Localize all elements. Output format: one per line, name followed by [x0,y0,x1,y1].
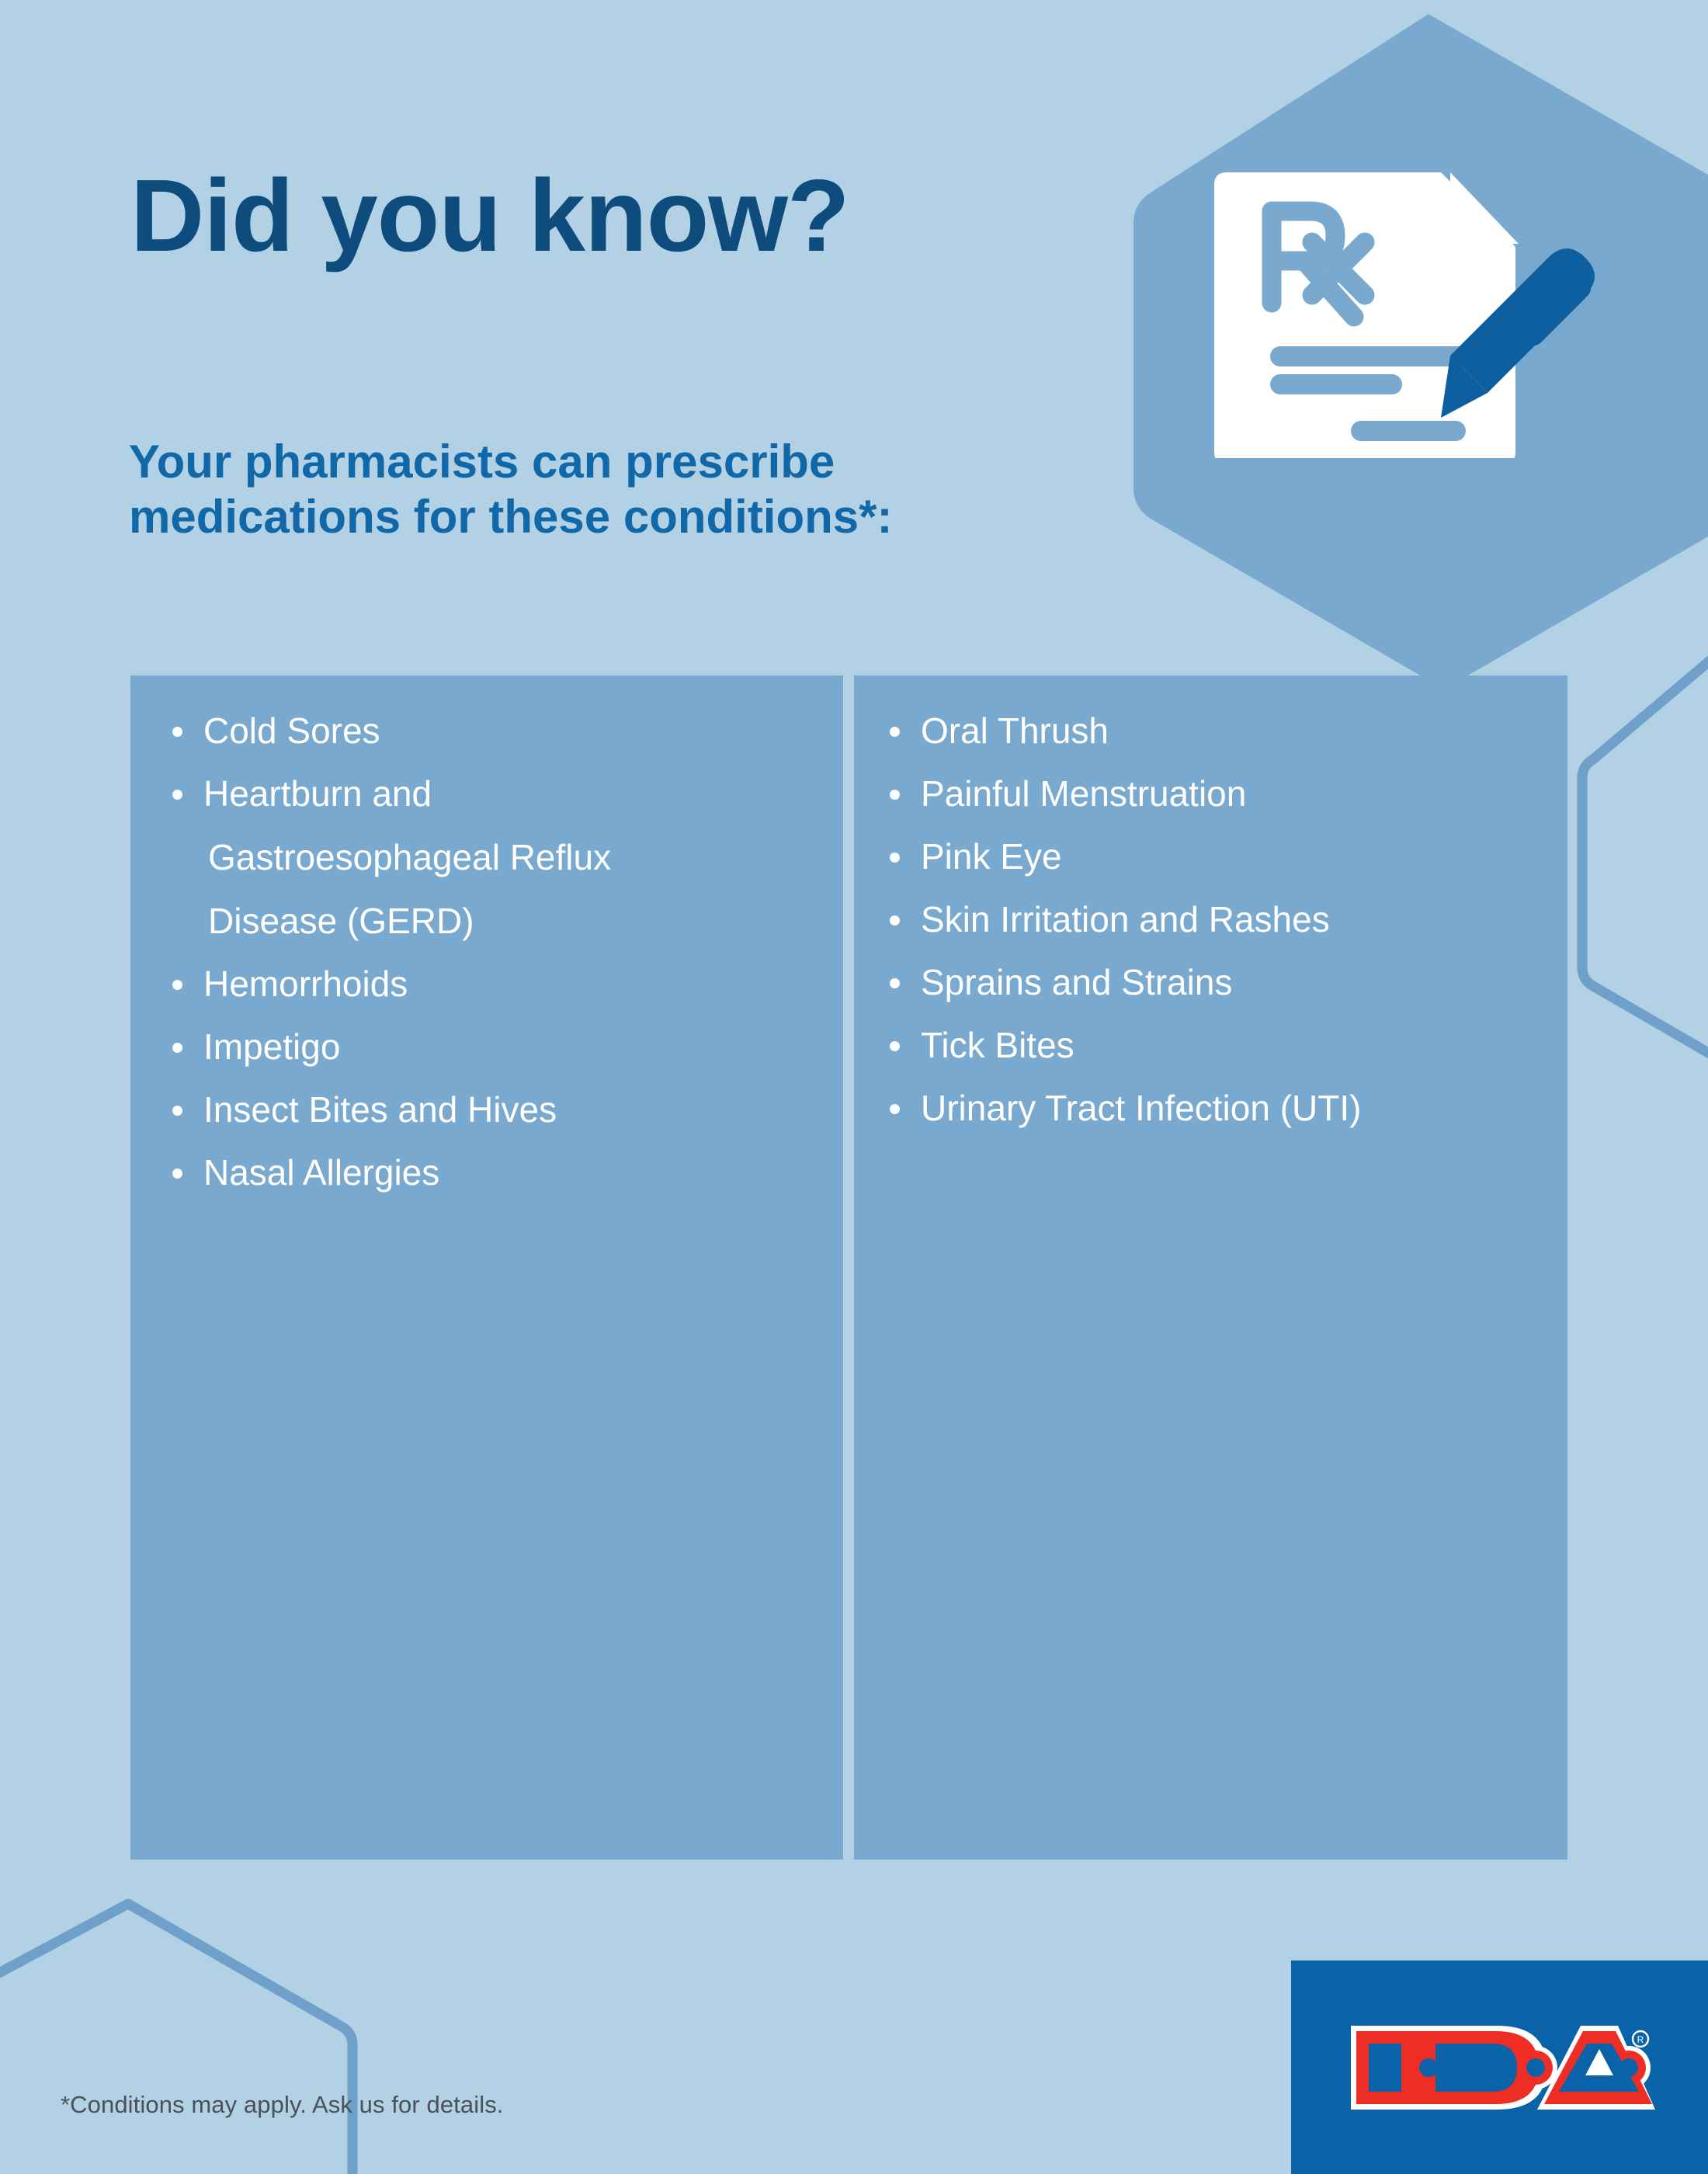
list-item: Nasal Allergies [168,1155,820,1190]
bullet-icon [890,727,900,737]
list-item: Oral Thrush [885,713,1544,748]
prescription-icon-group [1174,70,1609,464]
conditions-panel-left: Cold Sores Heartburn and Gastroesophagea… [130,675,843,1860]
bullet-icon [890,978,900,988]
svg-text:R: R [1637,2034,1644,2045]
bullet-icon [172,727,182,737]
condition-label: Pink Eye [921,836,1062,877]
page-title: Did you know? [130,158,850,273]
list-item: Insect Bites and Hives [168,1092,820,1127]
conditions-panels: Cold Sores Heartburn and Gastroesophagea… [130,675,1567,1860]
bullet-icon [890,853,900,863]
condition-label: Heartburn and [203,773,432,814]
ida-logo-block: R [1291,1960,1708,2174]
conditions-panel-right: Oral Thrush Painful Menstruation Pink Ey… [854,675,1567,1860]
bullet-icon [172,1043,182,1053]
ida-logo: R [1350,2025,1655,2110]
list-item: Urinary Tract Infection (UTI) [885,1090,1544,1126]
hexagon-outline-right-edge [1577,655,1708,1059]
list-item: Pink Eye [885,839,1544,874]
list-item: Hemorrhoids [168,966,820,1002]
conditions-list-left: Cold Sores Heartburn and Gastroesophagea… [168,713,820,1190]
bullet-icon [890,1104,900,1114]
list-item: Heartburn and Gastroesophageal Reflux Di… [168,776,820,939]
pencil-icon [1441,248,1595,418]
footnote-text: *Conditions may apply. Ask us for detail… [61,2091,504,2118]
bullet-icon [172,1169,182,1179]
list-item: Impetigo [168,1029,820,1064]
page-subtitle-line-2: medications for these conditions*: [129,490,893,543]
list-item: Skin Irritation and Rashes [885,901,1544,937]
page-subtitle-line-1: Your pharmacists can prescribe [129,436,835,488]
page-subtitle: Your pharmacists can prescribe medicatio… [129,435,1099,545]
condition-label: Skin Irritation and Rashes [921,899,1330,939]
condition-label: Tick Bites [921,1025,1074,1065]
condition-label: Hemorrhoids [203,964,408,1004]
conditions-list-right: Oral Thrush Painful Menstruation Pink Ey… [885,713,1544,1126]
ida-logo-counters [1368,2043,1639,2092]
bullet-icon [890,915,900,926]
hexagon-outline-bottom-left [0,1898,358,2174]
bullet-icon [172,790,182,800]
list-item: Painful Menstruation [885,776,1544,811]
condition-label-continuation: Gastroesophageal Reflux [208,837,612,877]
condition-label: Impetigo [203,1026,341,1067]
condition-label: Sprains and Strains [921,962,1233,1002]
bullet-icon [172,980,182,990]
registered-trademark-icon: R [1631,2030,1649,2047]
condition-label-continuation: Disease (GERD) [208,901,474,941]
bullet-icon [890,1041,900,1051]
bullet-icon [890,790,900,800]
condition-label: Insect Bites and Hives [203,1089,557,1130]
list-item: Sprains and Strains [885,964,1544,1000]
condition-label: Urinary Tract Infection (UTI) [921,1088,1362,1128]
document-text-lines [1270,346,1480,441]
list-item: Cold Sores [168,713,820,748]
condition-label: Painful Menstruation [921,773,1247,814]
condition-label: Cold Sores [203,710,380,751]
document-folded-corner [1450,172,1519,244]
condition-label: Nasal Allergies [203,1152,440,1193]
list-item: Tick Bites [885,1027,1544,1063]
condition-label: Oral Thrush [921,710,1109,751]
prescription-document-icon [1214,172,1595,464]
rx-symbol [1262,201,1375,327]
bullet-icon [172,1106,182,1116]
